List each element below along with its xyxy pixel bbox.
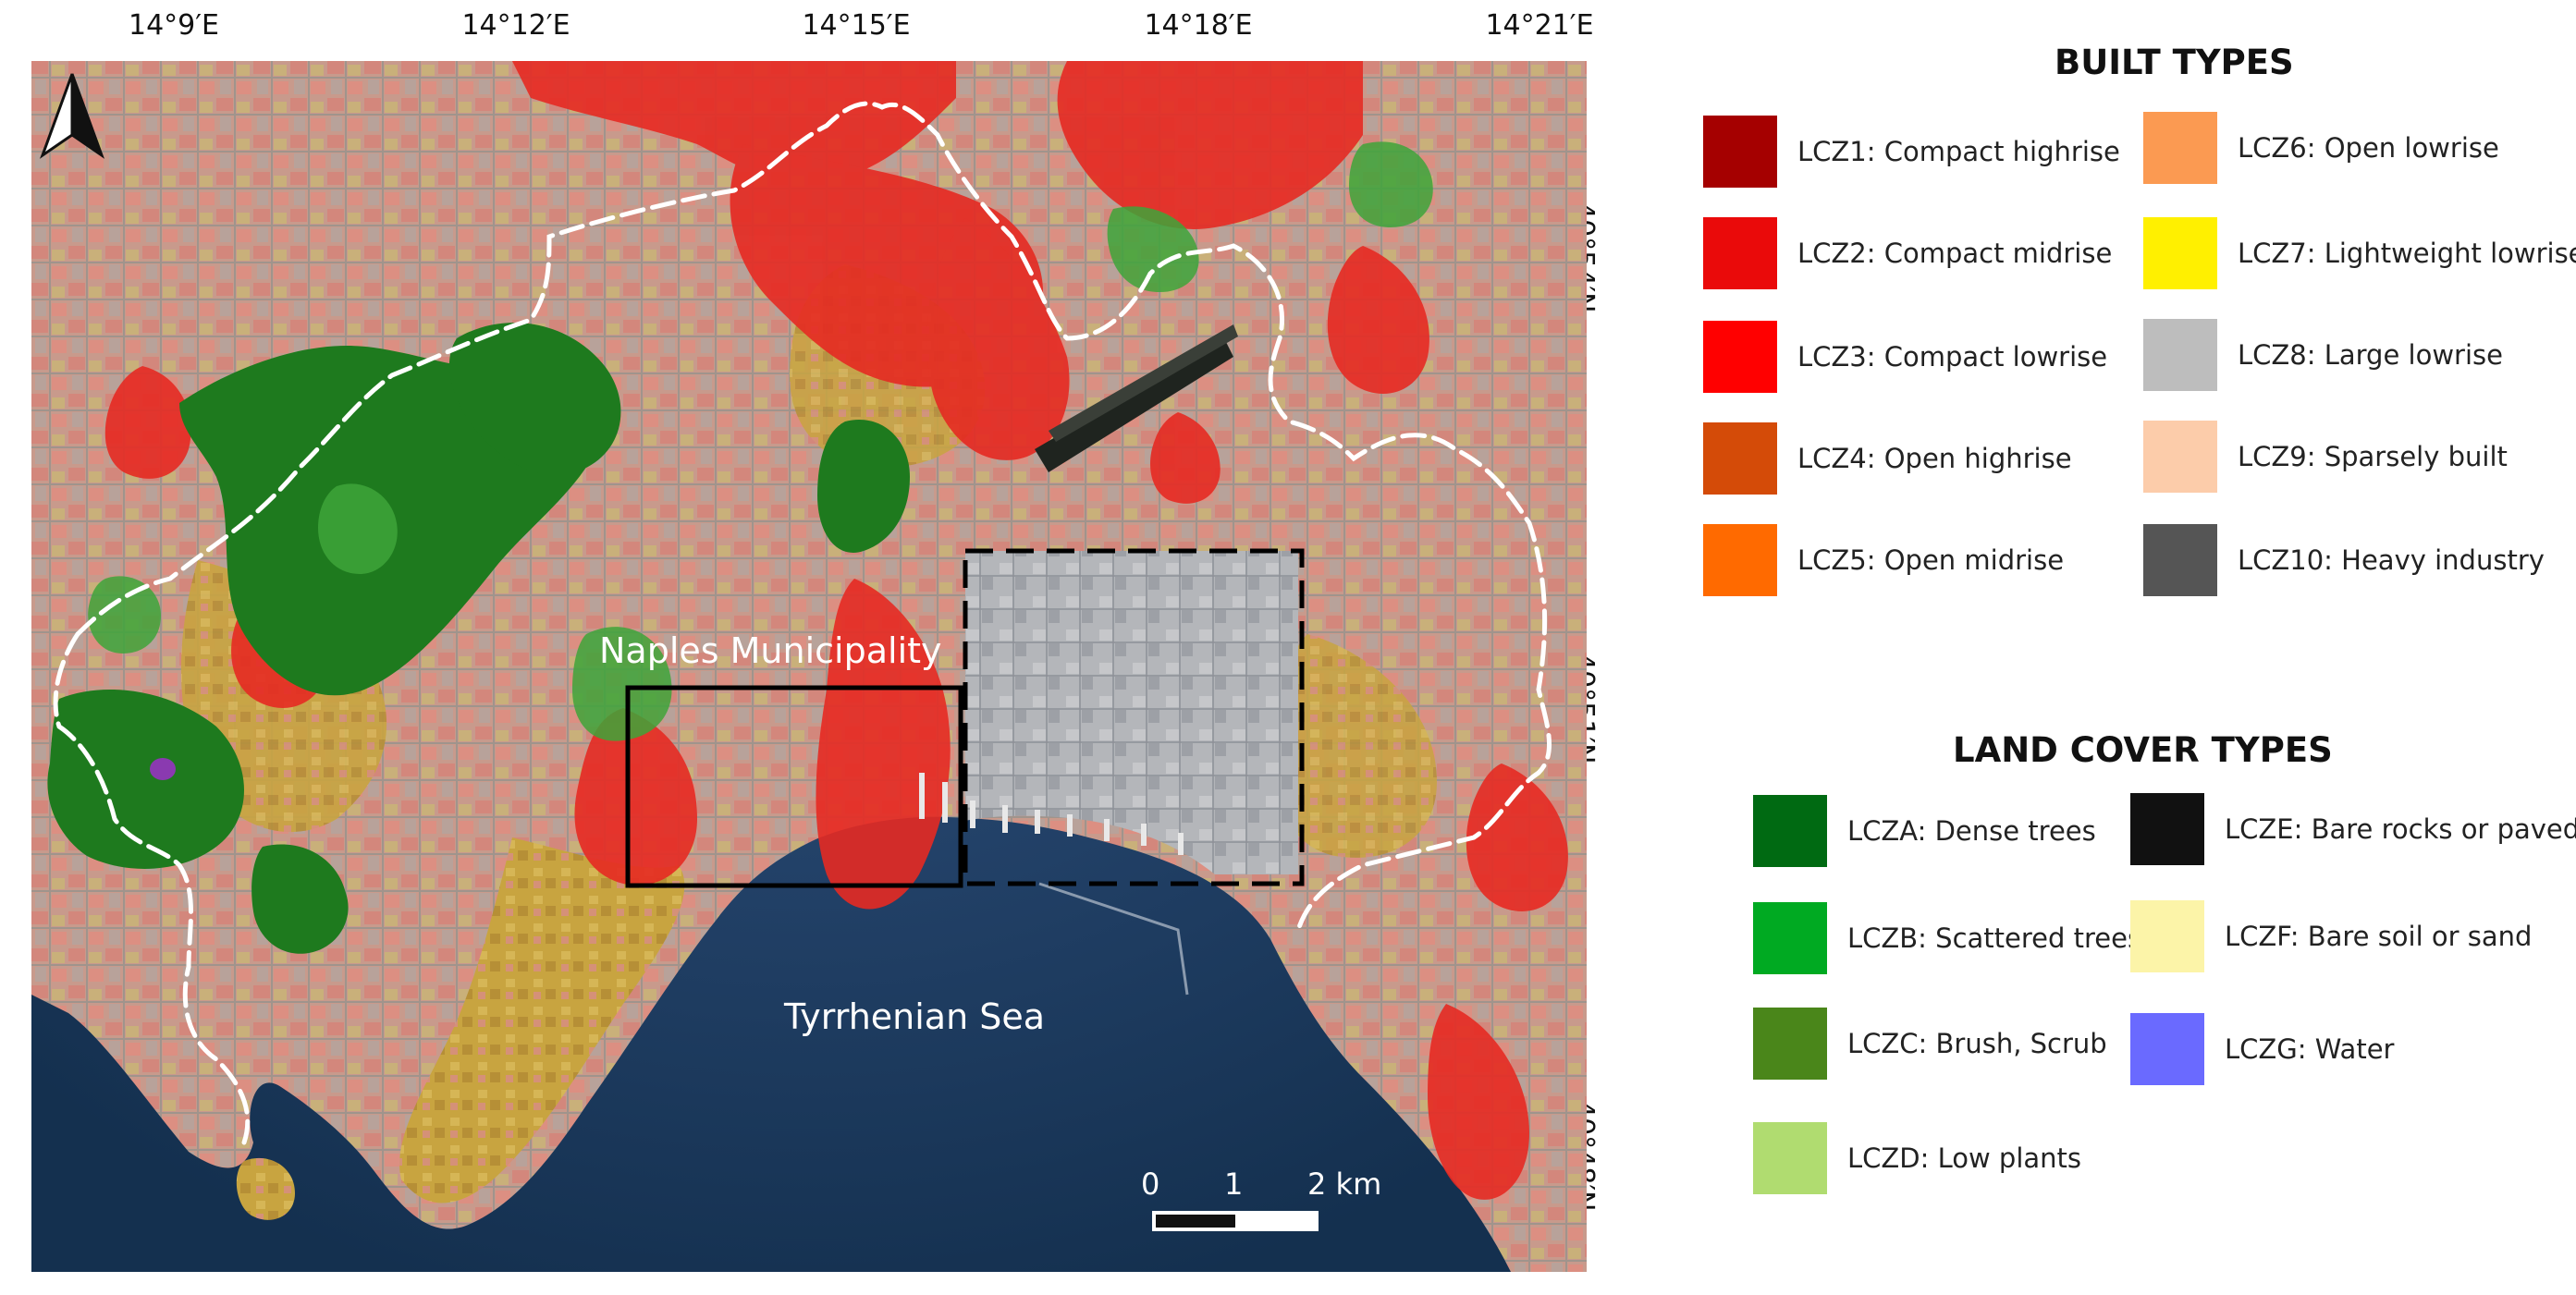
legend-swatch <box>2130 900 2204 972</box>
legend-item-lczf: LCZF: Bare soil or sand <box>2130 900 2532 972</box>
legend-item-lczb: LCZB: Scattered trees <box>1753 902 2141 974</box>
map-canvas <box>31 61 1587 1272</box>
legend-label: LCZE: Bare rocks or paved <box>2225 813 2576 845</box>
legend-item-lczc: LCZC: Brush, Scrub <box>1753 1008 2107 1080</box>
legend-item-lcz10: LCZ10: Heavy industry <box>2143 524 2545 596</box>
legend-item-lcze: LCZE: Bare rocks or paved <box>2130 793 2576 865</box>
north-arrow-icon <box>39 73 105 159</box>
legend-item-lcz8: LCZ8: Large lowrise <box>2143 319 2503 391</box>
legend-label: LCZ7: Lightweight lowrise <box>2238 238 2576 269</box>
legend-swatch <box>1703 321 1777 393</box>
legend-label: LCZ6: Open lowrise <box>2238 132 2499 164</box>
legend-swatch <box>1753 902 1827 974</box>
scale-label: 2 km <box>1307 1167 1382 1202</box>
legend-item-lcz9: LCZ9: Sparsely built <box>2143 421 2508 493</box>
legend-label: LCZ9: Sparsely built <box>2238 441 2508 472</box>
legend-swatch <box>2143 421 2217 493</box>
legend-swatch <box>2130 1013 2204 1085</box>
longitude-label: 14°21′E <box>1485 9 1594 42</box>
longitude-label: 14°9′E <box>128 9 220 42</box>
legend-item-lcza: LCZA: Dense trees <box>1753 795 2096 867</box>
land-cover-types-title: LAND COVER TYPES <box>1953 730 2333 770</box>
map-panel[interactable]: Naples Municipality Tyrrhenian Sea 0 1 2… <box>31 61 1587 1272</box>
legend-swatch <box>1753 1008 1827 1080</box>
sea-label: Tyrrhenian Sea <box>784 996 1046 1037</box>
legend-label: LCZ5: Open midrise <box>1797 544 2065 576</box>
legend-label: LCZG: Water <box>2225 1033 2395 1065</box>
legend-label: LCZ8: Large lowrise <box>2238 339 2503 371</box>
legend-label: LCZA: Dense trees <box>1847 815 2096 847</box>
legend-label: LCZ10: Heavy industry <box>2238 544 2545 576</box>
scale-bar <box>1152 1211 1319 1231</box>
built-types-title: BUILT TYPES <box>2055 43 2294 82</box>
legend-swatch <box>1753 1122 1827 1194</box>
legend-label: LCZ4: Open highrise <box>1797 443 2072 474</box>
study-area-box <box>625 685 963 888</box>
study-area-dashed-box <box>963 548 1305 886</box>
longitude-label: 14°12′E <box>461 9 570 42</box>
legend-item-lcz1: LCZ1: Compact highrise <box>1703 116 2120 188</box>
legend-label: LCZ3: Compact lowrise <box>1797 341 2108 373</box>
legend-swatch <box>2130 793 2204 865</box>
legend-swatch <box>2143 112 2217 184</box>
legend-label: LCZ2: Compact midrise <box>1797 238 2113 269</box>
legend-label: LCZC: Brush, Scrub <box>1847 1028 2107 1059</box>
longitude-label: 14°15′E <box>802 9 911 42</box>
legend-item-lcz6: LCZ6: Open lowrise <box>2143 112 2499 184</box>
crater-lake <box>150 758 176 780</box>
legend-swatch <box>1703 524 1777 596</box>
legend-swatch <box>1703 217 1777 289</box>
legend-item-lcz5: LCZ5: Open midrise <box>1703 524 2064 596</box>
legend-item-lcz7: LCZ7: Lightweight lowrise <box>2143 217 2576 289</box>
municipality-label: Naples Municipality <box>599 630 942 671</box>
legend-swatch <box>2143 524 2217 596</box>
longitude-label: 14°18′E <box>1144 9 1253 42</box>
legend-swatch <box>2143 217 2217 289</box>
legend-item-lcz4: LCZ4: Open highrise <box>1703 422 2072 495</box>
legend-swatch <box>1753 795 1827 867</box>
legend-item-lczd: LCZD: Low plants <box>1753 1122 2081 1194</box>
scale-label: 0 <box>1141 1167 1160 1202</box>
legend-label: LCZ1: Compact highrise <box>1797 136 2120 167</box>
scale-label: 1 <box>1224 1167 1244 1202</box>
legend-item-lcz2: LCZ2: Compact midrise <box>1703 217 2112 289</box>
legend-item-lczg: LCZG: Water <box>2130 1013 2394 1085</box>
legend-item-lcz3: LCZ3: Compact lowrise <box>1703 321 2107 393</box>
legend-label: LCZB: Scattered trees <box>1847 922 2142 954</box>
legend-swatch <box>2143 319 2217 391</box>
legend-label: LCZF: Bare soil or sand <box>2225 921 2533 952</box>
legend-label: LCZD: Low plants <box>1847 1142 2082 1174</box>
legend-swatch <box>1703 422 1777 495</box>
legend-swatch <box>1703 116 1777 188</box>
